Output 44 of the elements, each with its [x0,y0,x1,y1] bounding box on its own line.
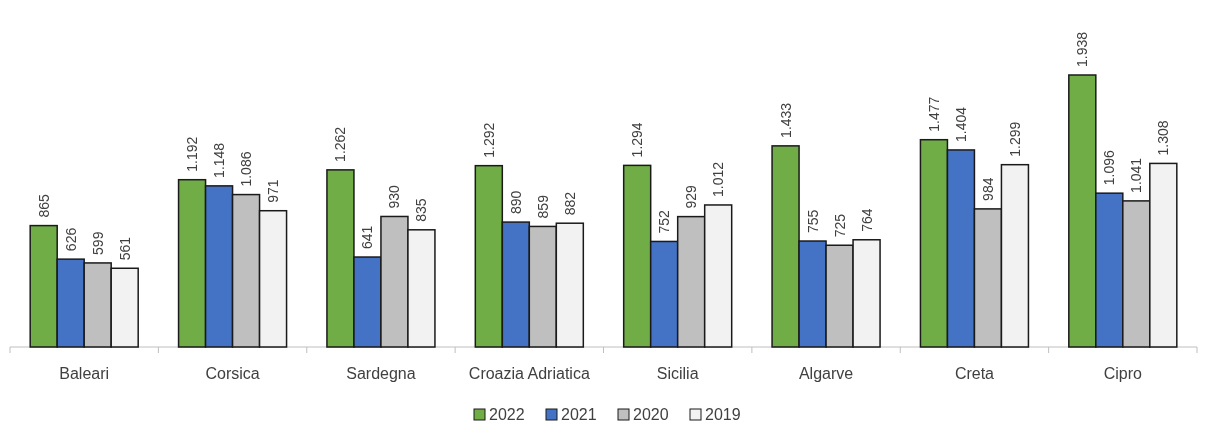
x-tick-label: Croazia Adriatica [468,365,590,382]
data-label: 984 [979,177,996,201]
data-label: 755 [804,209,821,234]
legend-label: 2022 [489,406,525,423]
data-label: 561 [116,236,133,261]
data-label: 1.148 [211,142,228,178]
data-label: 1.299 [1006,121,1023,157]
legend-label: 2021 [561,406,597,423]
data-label: 1.938 [1074,31,1091,67]
data-label: 1.404 [952,106,969,142]
x-tick-label: Creta [954,365,995,382]
legend-label: 2019 [705,406,741,423]
data-label: 1.012 [710,161,727,197]
data-label: 1.477 [925,96,942,132]
data-label: 1.096 [1101,149,1118,186]
data-label: 1.086 [238,151,255,187]
data-label: 882 [561,191,578,216]
data-label: 1.192 [184,136,201,172]
x-tick-label: Baleari [59,365,110,382]
legend-label: 2020 [633,406,669,423]
data-label: 1.294 [629,122,646,158]
data-label: 626 [62,227,79,252]
data-label: 865 [35,194,52,218]
data-label: 929 [683,185,700,209]
x-tick-label: Corsica [205,365,260,382]
data-label: 1.308 [1155,120,1172,156]
data-label: 835 [413,198,430,222]
data-label: 930 [386,184,403,209]
data-label: 1.433 [777,102,794,138]
data-label: 1.292 [480,122,497,158]
x-tick-label: Cipro [1103,365,1143,382]
x-tick-label: Sardegna [346,365,416,382]
data-label: 890 [507,190,524,215]
data-label: 764 [858,208,875,232]
data-label: 752 [656,209,673,234]
data-label: 599 [89,231,106,255]
data-label: 641 [359,225,376,250]
data-label: 971 [265,179,282,203]
x-tick-label: Algarve [798,365,854,382]
data-label: 859 [534,194,551,219]
x-tick-label: Sicilia [656,365,699,382]
data-label: 1.262 [332,126,349,162]
data-label: 725 [831,213,848,238]
data-label: 1.041 [1128,157,1145,193]
